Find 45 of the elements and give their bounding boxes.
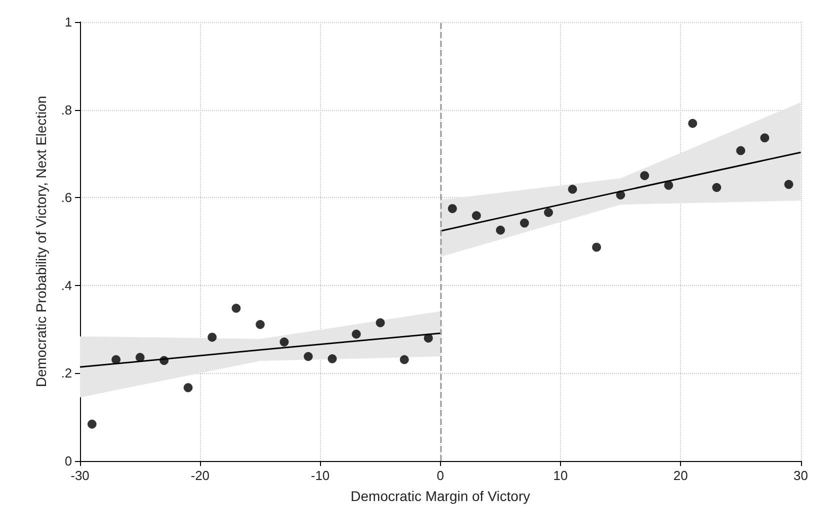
x-tick-label: 0 [436,468,444,483]
y-tick-label: .8 [61,102,72,118]
point [352,330,361,339]
point [184,383,193,392]
x-axis-title: Democratic Margin of Victory [350,488,530,504]
point [688,118,698,128]
point [760,133,770,142]
point [304,352,313,362]
point [472,211,481,220]
y-tick-label: .4 [61,278,72,293]
point [112,355,121,364]
x-tick-label: 30 [794,468,808,483]
point [232,304,241,313]
point [640,171,650,180]
point [136,352,145,362]
point [592,242,602,252]
y-tick-label: .2 [61,366,72,381]
point [256,320,265,329]
point [280,338,289,347]
x-tick-label: -10 [310,468,330,483]
point [328,354,337,364]
point [568,184,578,194]
point [424,334,433,343]
point [376,318,385,328]
point [208,332,217,342]
point [88,420,97,429]
y-axis-title: Democratic Probability of Victory, Next Election [33,96,49,388]
point [448,204,457,214]
y-tick-label: 1 [64,14,72,30]
point [736,146,746,156]
x-tick-label: -30 [70,468,90,483]
x-tick-label: 10 [553,468,568,483]
x-tick-label: -20 [190,468,210,483]
x-tick-label: 20 [673,468,688,483]
point [544,208,553,218]
point [496,226,505,235]
point [160,356,169,365]
point [664,180,674,190]
point [400,355,409,364]
point [520,218,529,228]
point [712,183,722,192]
point [616,190,626,200]
point [784,180,794,189]
y-tick-label: 0 [64,454,72,468]
y-tick-label: .6 [61,190,72,206]
